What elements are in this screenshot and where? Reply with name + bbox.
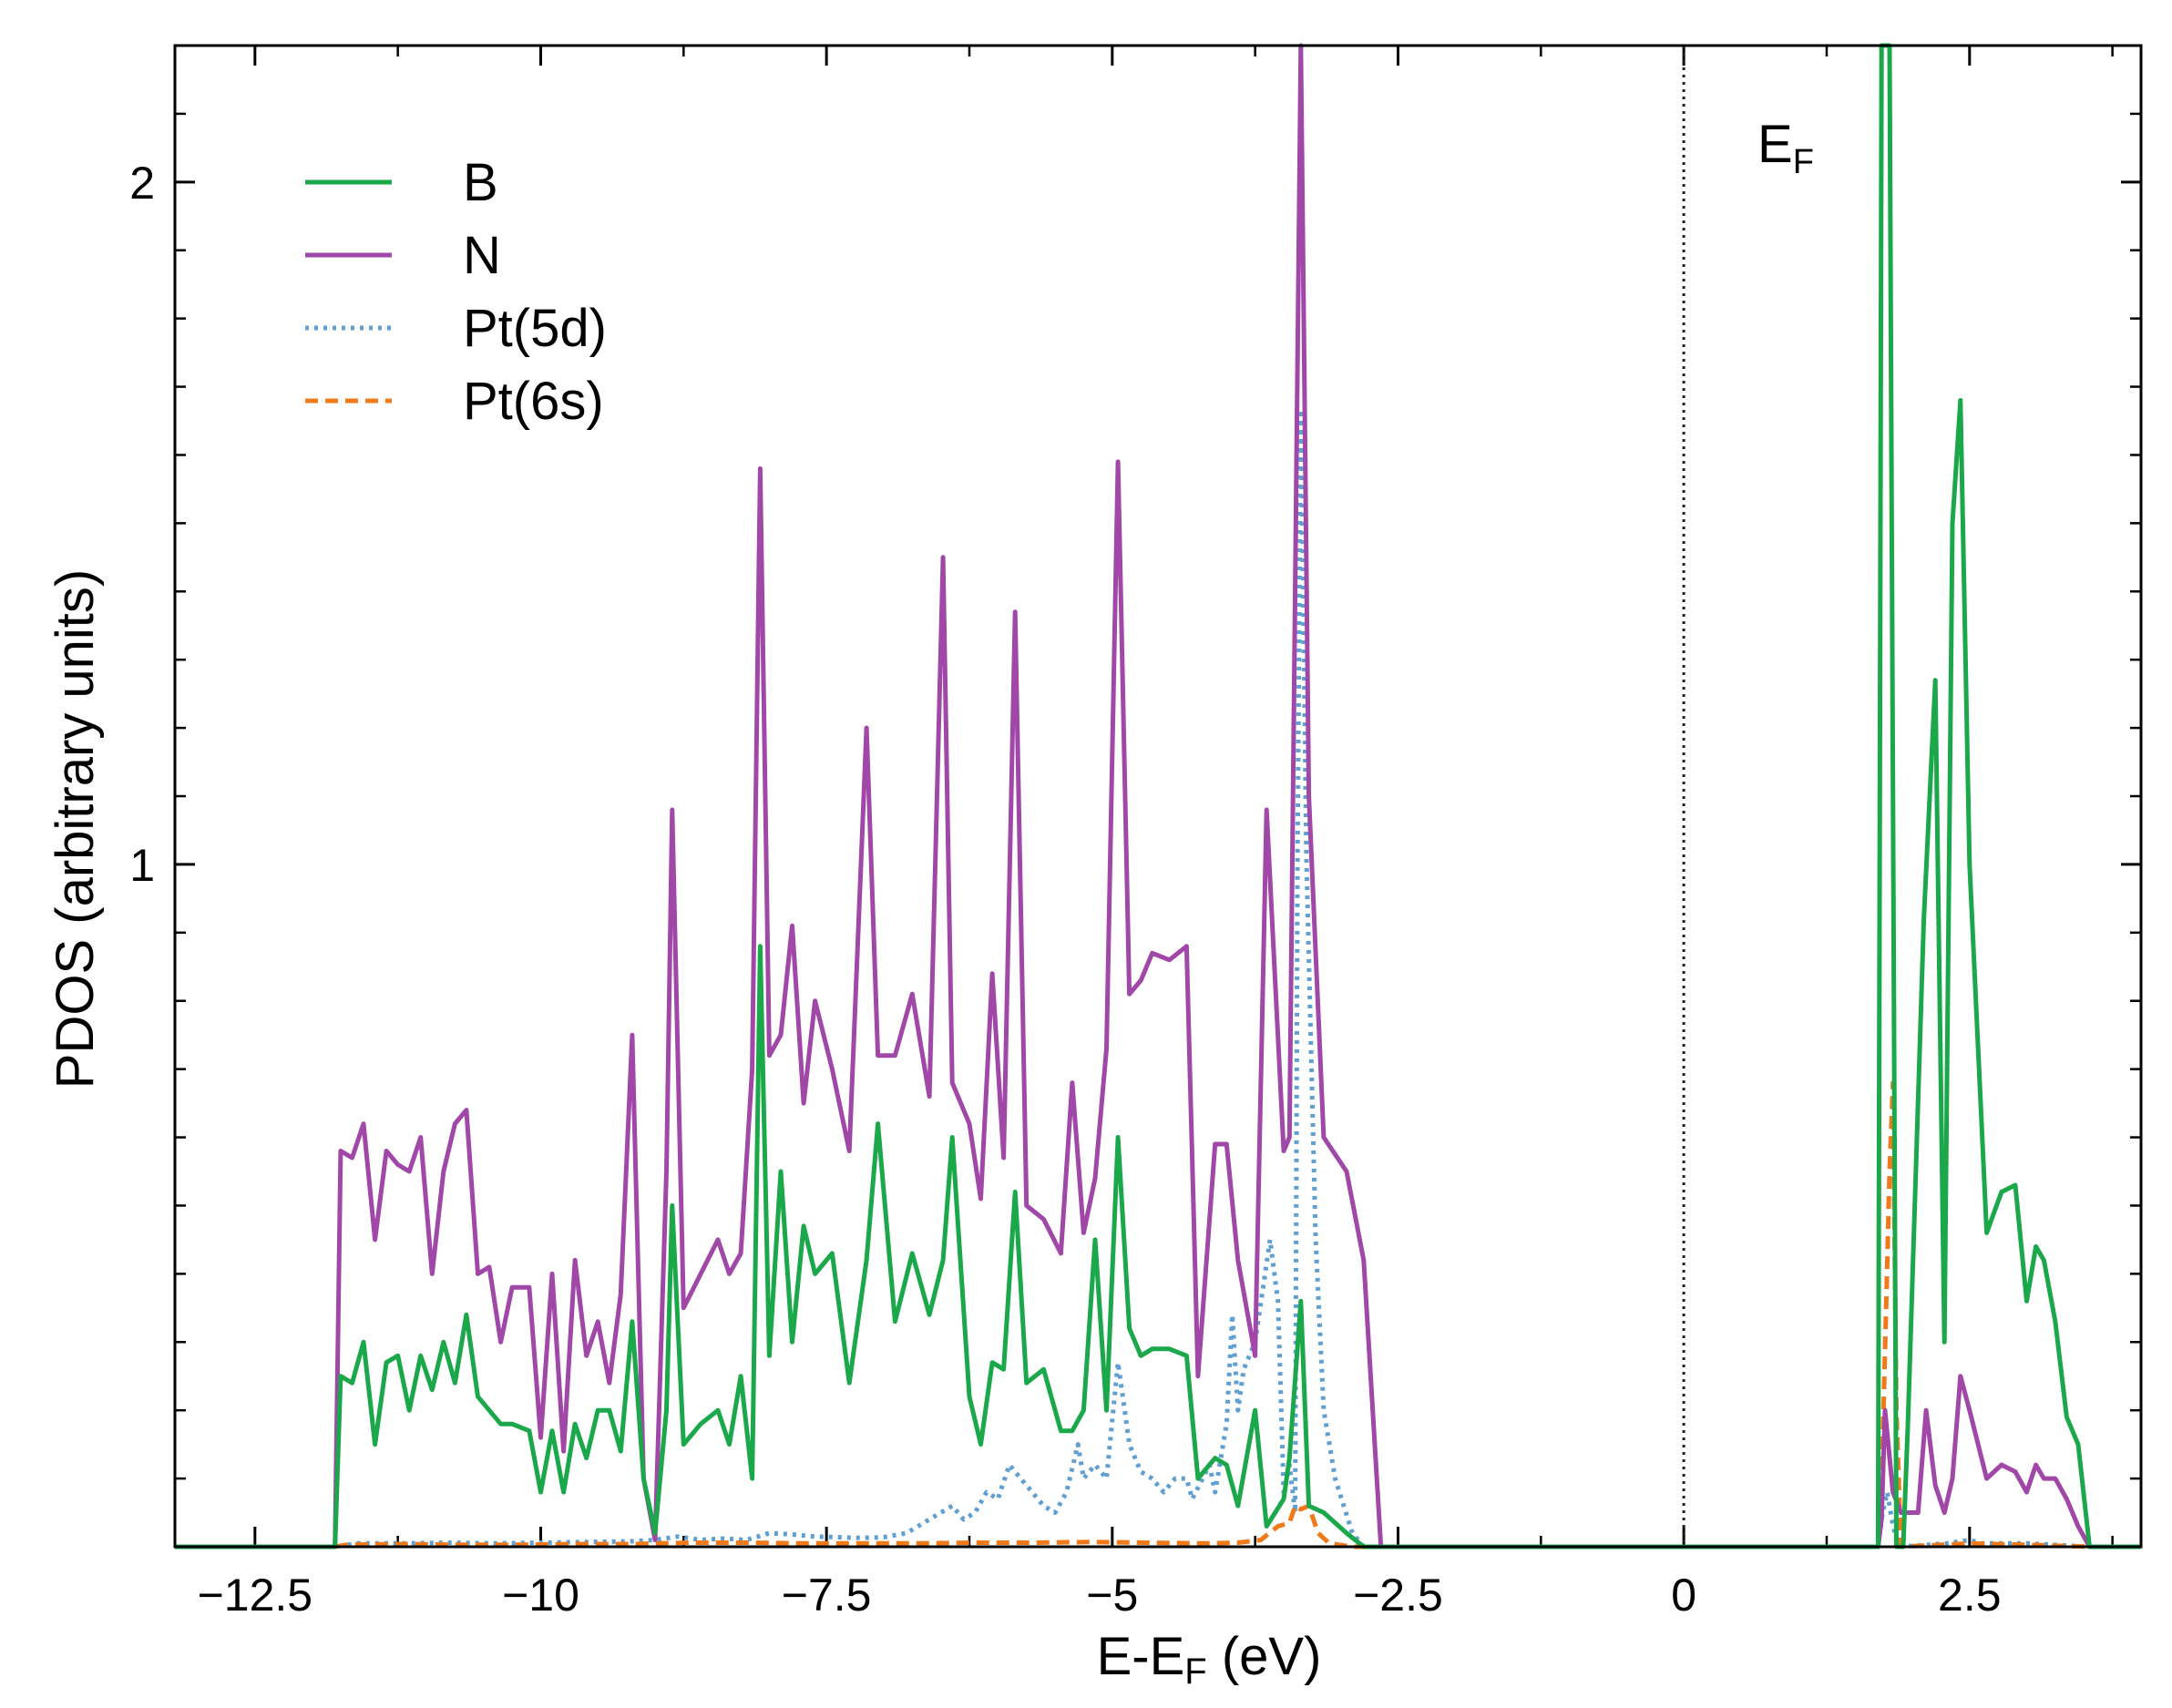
legend-label: N (463, 226, 501, 285)
x-axis-title-suffix: (eV) (1207, 1627, 1322, 1686)
series-line-b (175, 43, 2141, 1549)
legend-label: Pt(6s) (463, 372, 604, 431)
x-tick-label: −5 (1086, 1570, 1138, 1621)
x-tick-label: −12.5 (198, 1570, 313, 1621)
x-axis-title-sub: F (1184, 1652, 1206, 1692)
series-line-pt5d (175, 412, 2141, 1549)
series-line-pt6s (175, 1080, 2141, 1549)
legend-label: B (463, 153, 498, 212)
x-tick-label: −10 (502, 1570, 579, 1621)
legend: BN Pt(5d) Pt(6s) (305, 153, 607, 431)
series-group (175, 43, 2141, 1549)
y-axis-title: PDOS (arbitrary units) (46, 569, 105, 1089)
x-axis-title: E-EF (eV) (1097, 1627, 1322, 1692)
y-tick-label: 1 (129, 840, 155, 891)
series-line-n (175, 43, 2141, 1549)
legend-label: Pt(5d) (463, 299, 607, 358)
fermi-annotation-main: E (1757, 115, 1793, 174)
y-tick-label: 2 (129, 158, 155, 209)
fermi-annotation: EF (1757, 115, 1814, 181)
x-tick-label: −2.5 (1353, 1570, 1443, 1621)
x-axis-title-main: E-E (1097, 1627, 1185, 1686)
tick-labels: −12.5 −10 −7.5 −5 −2.5 0 2.5 1 2 (129, 158, 2001, 1621)
x-tick-label: −7.5 (782, 1570, 872, 1621)
x-tick-label: 2.5 (1938, 1570, 2002, 1621)
fermi-annotation-sub: F (1793, 143, 1814, 181)
x-tick-label: 0 (1671, 1570, 1696, 1621)
axis-ticks (175, 46, 2141, 1547)
plot-frame (173, 44, 2143, 1549)
